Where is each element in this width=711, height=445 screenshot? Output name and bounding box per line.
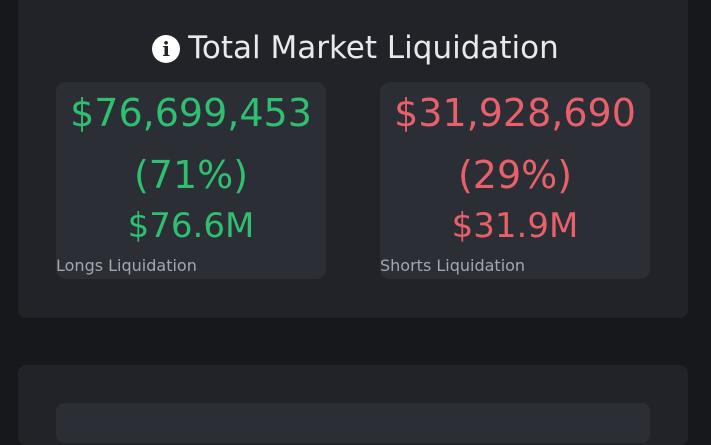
longs-total-value: $76,699,453 (70, 91, 312, 135)
liquidation-title: i Total Market Liquidation (0, 30, 711, 66)
title-text: Total Market Liquidation (188, 30, 559, 66)
longs-percent: (71%) (133, 153, 249, 197)
info-icon[interactable]: i (152, 35, 181, 63)
longs-liquidation-box: $76,699,453 (71%) $76.6M Longs Liquidati… (56, 82, 326, 279)
shorts-total-value: $31,928,690 (394, 91, 636, 135)
next-card-inner-box (56, 403, 650, 443)
shorts-label: Shorts Liquidation (380, 256, 526, 275)
shorts-percent: (29%) (457, 153, 573, 197)
longs-label: Longs Liquidation (56, 256, 197, 275)
shorts-liquidation-box: $31,928,690 (29%) $31.9M Shorts Liquidat… (380, 82, 650, 279)
shorts-short-value: $31.9M (451, 206, 579, 246)
longs-short-value: $76.6M (127, 206, 255, 246)
next-card (18, 365, 688, 445)
